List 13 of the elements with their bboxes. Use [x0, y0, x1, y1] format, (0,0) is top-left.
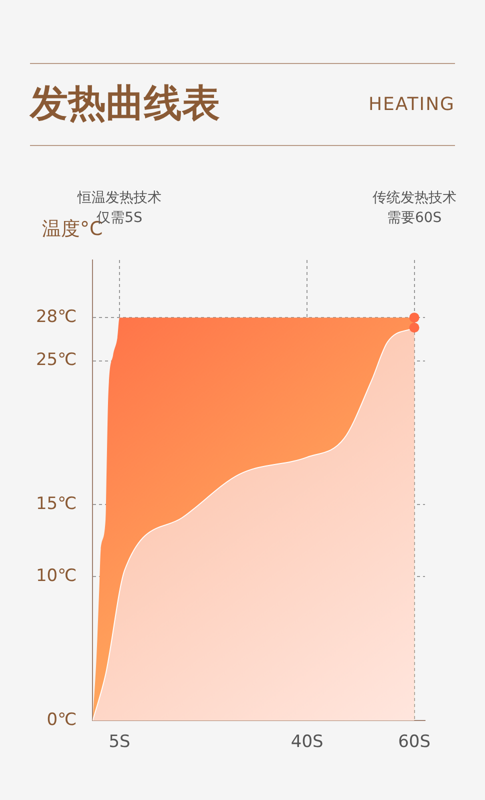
text: 需要60S	[386, 210, 442, 226]
y-tick-label: 28℃	[36, 306, 77, 327]
text: 传统发热技术	[372, 190, 456, 206]
x-tick-label: 60S	[398, 732, 430, 752]
y-tick-label: 0℃	[46, 710, 77, 730]
chart-subtitle: HEATING	[368, 94, 455, 115]
y-tick-label: 10℃	[36, 566, 77, 586]
x-tick-label: 40S	[290, 732, 324, 752]
y-tick-label: 15℃	[36, 494, 77, 514]
chart-title: 发热曲线表	[30, 80, 220, 127]
y-tick-label: 25℃	[36, 350, 77, 370]
x-tick-label: 5S	[108, 732, 130, 752]
text: 恒温发热技术	[76, 190, 162, 206]
